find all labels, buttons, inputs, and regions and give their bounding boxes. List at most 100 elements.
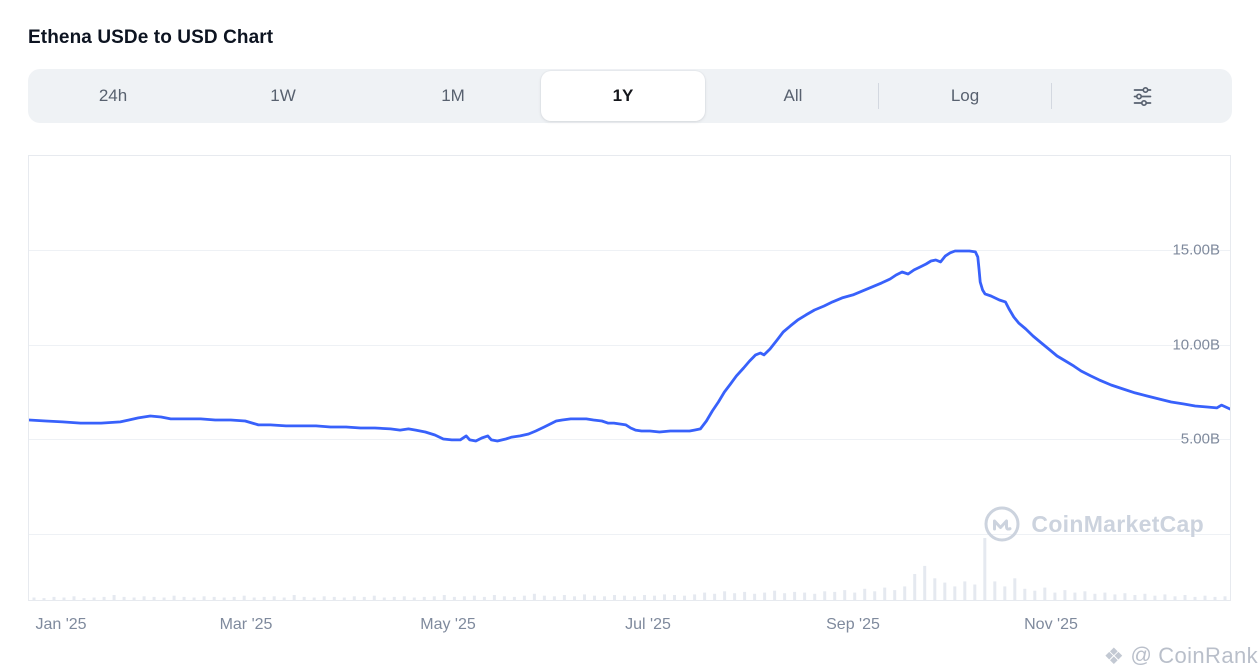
volume-bar xyxy=(793,591,797,600)
chart-gridline xyxy=(29,345,1230,346)
coinmarketcap-logo-icon xyxy=(982,504,1022,544)
x-axis-label: Jan '25 xyxy=(35,616,87,633)
tab-1m-label: 1M xyxy=(441,86,465,105)
volume-bar xyxy=(1033,590,1037,600)
volume-bar xyxy=(993,581,997,600)
volume-bar xyxy=(482,596,486,600)
volume-bar xyxy=(973,584,977,600)
volume-bar xyxy=(1083,591,1087,600)
volume-bar xyxy=(883,587,887,600)
time-range-toolbar: 24h 1W 1M 1Y All Log xyxy=(28,69,1232,123)
volume-bar xyxy=(322,596,326,600)
volume-bar xyxy=(1123,593,1127,600)
diamond-icon: ❖ xyxy=(1103,642,1125,669)
volume-bar xyxy=(1133,595,1137,600)
volume-bar xyxy=(222,597,226,600)
volume-bar xyxy=(983,538,987,600)
volume-bar xyxy=(763,592,767,600)
volume-bar xyxy=(1173,596,1177,600)
tab-1y[interactable]: 1Y xyxy=(538,69,708,123)
volume-bar xyxy=(1043,587,1047,600)
volume-bar xyxy=(863,588,867,600)
x-axis-label: Mar '25 xyxy=(219,616,273,633)
x-axis-label: Jul '25 xyxy=(625,616,671,633)
volume-bar xyxy=(1223,596,1227,600)
volume-bar xyxy=(132,597,136,600)
volume-bar xyxy=(512,596,516,600)
volume-bar xyxy=(92,597,96,600)
tab-log[interactable]: Log xyxy=(879,69,1051,123)
volume-bar xyxy=(663,594,666,600)
volume-bar xyxy=(1063,590,1067,600)
volume-bar xyxy=(943,582,947,600)
volume-bar xyxy=(1053,592,1057,600)
volume-bar xyxy=(192,597,196,600)
tab-all-label: All xyxy=(783,86,803,105)
price-line-series xyxy=(29,249,1230,443)
volume-bar xyxy=(72,596,76,600)
volume-bar xyxy=(583,594,586,600)
volume-bar xyxy=(422,596,426,600)
volume-bar xyxy=(362,596,366,600)
volume-bar xyxy=(933,578,937,600)
x-axis-label: May '25 xyxy=(420,616,476,633)
volume-bar xyxy=(142,596,146,600)
volume-bar xyxy=(1073,592,1077,600)
volume-bar xyxy=(442,595,446,600)
volume-bar xyxy=(212,596,216,600)
tab-all[interactable]: All xyxy=(708,69,878,123)
volume-bar xyxy=(963,581,967,600)
volume-bar xyxy=(492,595,496,600)
volume-bar xyxy=(102,596,106,600)
volume-bar xyxy=(1193,596,1197,600)
volume-bar xyxy=(713,593,717,600)
volume-bar xyxy=(813,593,817,600)
coinrank-watermark: ❖ @ CoinRank xyxy=(1103,643,1258,669)
chart-area[interactable]: 5.00B 10.00B 15.00B CoinMarketCap xyxy=(28,155,1231,601)
coinrank-label: CoinRank xyxy=(1158,643,1258,668)
tab-1w[interactable]: 1W xyxy=(198,69,368,123)
tab-1y-label: 1Y xyxy=(541,71,705,121)
volume-bar xyxy=(1013,578,1017,600)
volume-bar xyxy=(392,596,396,600)
volume-bar xyxy=(823,591,827,600)
tab-log-label: Log xyxy=(950,86,980,105)
y-axis-label: 15.00B xyxy=(1172,241,1220,259)
sliders-icon xyxy=(1131,85,1154,108)
tab-24h[interactable]: 24h xyxy=(28,69,198,123)
volume-bar xyxy=(542,595,546,600)
volume-bar xyxy=(172,595,176,600)
volume-bar xyxy=(282,597,286,600)
volume-bar xyxy=(643,595,646,600)
volume-bar xyxy=(953,586,957,600)
volume-bar xyxy=(903,586,907,600)
volume-bar xyxy=(1023,588,1027,600)
volume-bar xyxy=(743,591,747,600)
toolbar-divider xyxy=(878,83,879,109)
chart-gridline xyxy=(29,534,1230,535)
chart-svg xyxy=(29,249,1230,600)
volume-bar xyxy=(82,598,86,600)
volume-bar xyxy=(352,596,356,600)
x-axis-label: Sep '25 xyxy=(826,616,880,633)
volume-bar xyxy=(923,565,927,600)
volume-bar xyxy=(693,594,697,600)
volume-bar xyxy=(1163,594,1167,600)
volume-bar xyxy=(232,596,236,600)
volume-bar xyxy=(382,597,386,600)
volume-bar xyxy=(122,596,126,600)
volume-bar xyxy=(1183,595,1187,600)
volume-bar xyxy=(182,596,186,600)
volume-bar xyxy=(162,597,166,600)
volume-bar xyxy=(833,591,837,600)
volume-bar xyxy=(843,590,847,600)
chart-settings-button[interactable] xyxy=(1052,69,1232,123)
y-axis-label: 10.00B xyxy=(1172,336,1220,354)
volume-bar xyxy=(112,595,116,600)
volume-bar xyxy=(1213,596,1217,600)
volume-bar xyxy=(1103,592,1107,600)
tab-1m[interactable]: 1M xyxy=(368,69,538,123)
volume-bar xyxy=(913,574,917,600)
volume-bar xyxy=(42,598,46,600)
